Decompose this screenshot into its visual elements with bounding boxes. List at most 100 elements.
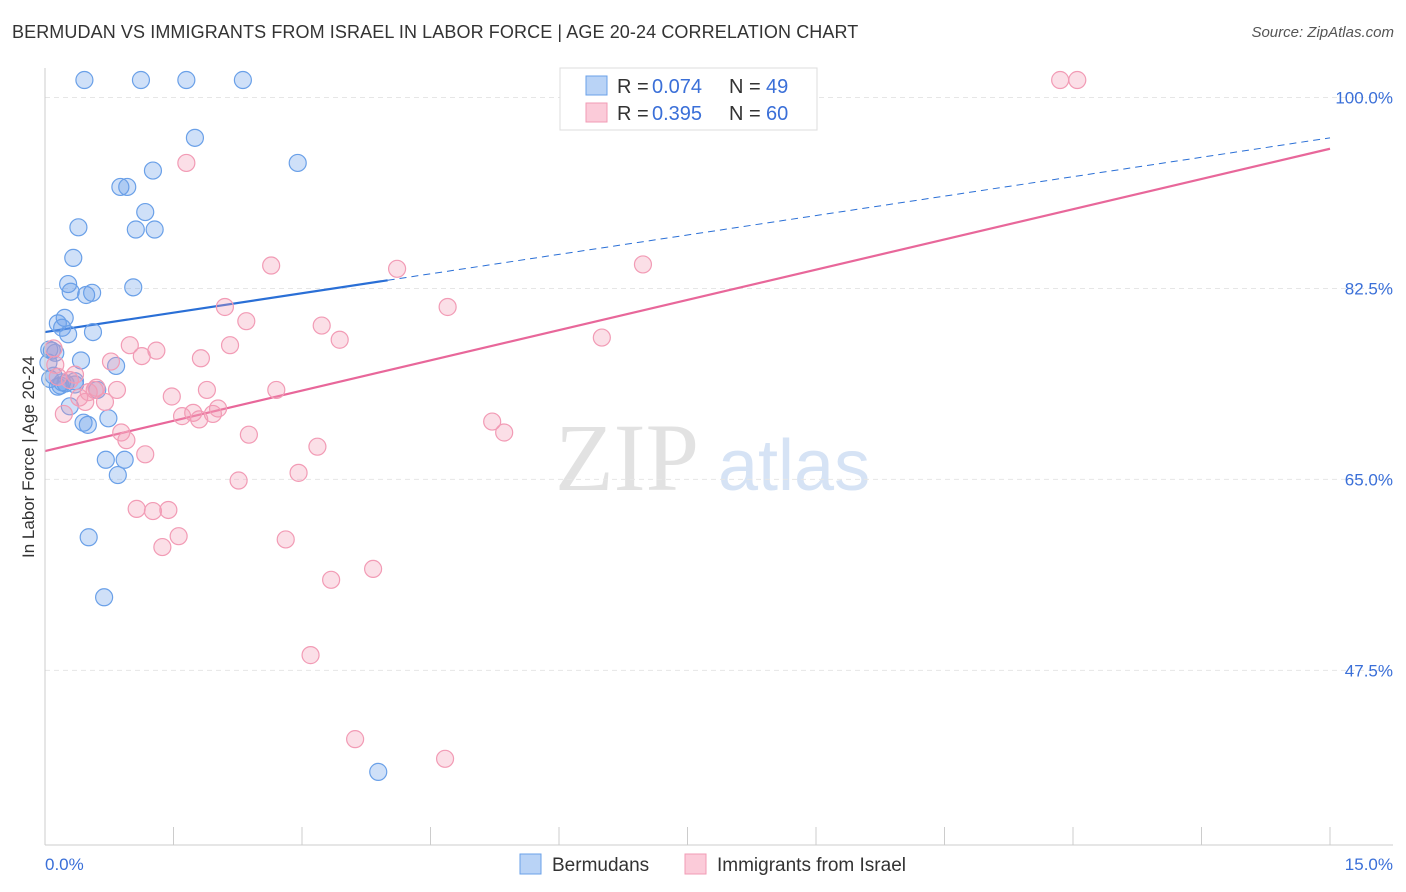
watermark: ZIP atlas [555, 404, 870, 511]
point-israel [153, 537, 172, 557]
point-israel [101, 352, 121, 371]
point-israel [276, 530, 295, 549]
point-israel [267, 380, 286, 400]
x-tick-label: 0.0% [45, 855, 84, 874]
point-bermudans [177, 70, 196, 90]
point-bermudans [118, 177, 137, 197]
point-israel [162, 387, 181, 406]
svg-text:N =: N = [729, 76, 761, 98]
point-bermudans [145, 220, 164, 239]
point-israel [322, 570, 341, 589]
legend-r-israel: 0.395 [652, 103, 702, 125]
bottom-legend-swatch-israel [684, 853, 707, 875]
point-bermudans [96, 450, 115, 469]
point-israel [239, 425, 258, 444]
point-bermudans [124, 278, 143, 297]
legend: R = 0.074 N = 49 R = 0.395 N = 60 [559, 67, 818, 131]
point-bermudans [126, 220, 145, 239]
point-israel [592, 328, 611, 347]
point-bermudans [143, 161, 163, 180]
y-tick-label: 100.0% [1335, 88, 1393, 107]
point-israel [203, 404, 223, 424]
y-tick-label: 82.5% [1345, 279, 1393, 298]
y-axis-label: In Labor Force | Age 20-24 [19, 356, 38, 558]
point-israel [54, 404, 73, 424]
point-bermudans [99, 409, 118, 428]
point-bermudans [95, 588, 114, 607]
trend-line-solid [44, 147, 1331, 453]
point-bermudans [59, 325, 78, 344]
legend-n-bermudans: 49 [766, 76, 788, 98]
legend-r-bermudans: 0.074 [652, 76, 702, 98]
point-israel [220, 336, 240, 355]
point-israel [60, 371, 79, 390]
bottom-legend-bermudans: Bermudans [552, 855, 649, 876]
point-israel [312, 316, 331, 335]
point-israel [65, 365, 85, 384]
point-bermudans [115, 450, 134, 469]
point-israel [308, 437, 327, 456]
svg-text:N =: N = [729, 103, 761, 125]
point-bermudans [83, 322, 103, 342]
trend-line-dashed [387, 137, 1331, 281]
point-israel [127, 499, 146, 518]
bottom-legend-swatch-bermudans [519, 853, 542, 875]
point-israel [172, 407, 192, 426]
point-israel [191, 349, 211, 368]
point-israel [483, 412, 502, 431]
point-israel [159, 500, 178, 520]
point-israel [169, 527, 188, 546]
point-israel [633, 255, 653, 274]
point-israel [435, 749, 455, 768]
point-israel [387, 259, 407, 278]
point-bermudans [288, 153, 307, 173]
legend-swatch-bermudans [585, 75, 608, 96]
point-israel [136, 445, 155, 464]
point-israel [70, 388, 89, 407]
point-israel [364, 559, 383, 579]
point-bermudans [233, 70, 252, 90]
point-israel [177, 153, 196, 173]
point-bermudans [64, 248, 83, 267]
point-israel [120, 336, 139, 355]
point-israel [229, 471, 248, 490]
x-tick-label: 15.0% [1345, 855, 1393, 874]
point-israel [190, 410, 209, 429]
point-israel [208, 399, 228, 418]
point-israel [132, 347, 151, 366]
point-israel [289, 463, 308, 482]
point-israel [237, 312, 256, 331]
svg-text:R =: R = [617, 103, 649, 125]
point-israel [301, 646, 320, 665]
point-bermudans [111, 177, 130, 197]
point-bermudans [131, 70, 151, 90]
point-bermudans [136, 202, 155, 222]
bottom-legend: Bermudans Immigrants from Israel [519, 853, 906, 876]
point-israel [95, 392, 115, 412]
point-israel [44, 339, 63, 358]
point-israel [197, 380, 217, 400]
point-israel [495, 423, 514, 442]
point-israel [143, 501, 163, 521]
point-israel [330, 330, 349, 349]
chart-title: BERMUDAN VS IMMIGRANTS FROM ISRAEL IN LA… [12, 22, 859, 42]
point-israel [87, 378, 106, 397]
point-bermudans [185, 128, 205, 147]
point-israel [346, 730, 365, 749]
point-israel [117, 431, 136, 450]
point-israel [438, 297, 457, 317]
source-label: Source: ZipAtlas.com [1251, 24, 1394, 41]
point-bermudans [61, 282, 80, 301]
legend-n-israel: 60 [766, 103, 788, 125]
point-israel [1068, 70, 1087, 90]
bottom-legend-israel: Immigrants from Israel [717, 855, 906, 876]
point-israel [262, 256, 281, 275]
svg-text:R =: R = [617, 76, 649, 98]
point-bermudans [369, 762, 388, 781]
point-israel [215, 297, 234, 317]
point-bermudans [108, 465, 127, 485]
point-bermudans [83, 283, 102, 302]
point-israel [1051, 70, 1070, 90]
point-bermudans [75, 70, 94, 90]
y-tick-label: 65.0% [1345, 470, 1393, 489]
